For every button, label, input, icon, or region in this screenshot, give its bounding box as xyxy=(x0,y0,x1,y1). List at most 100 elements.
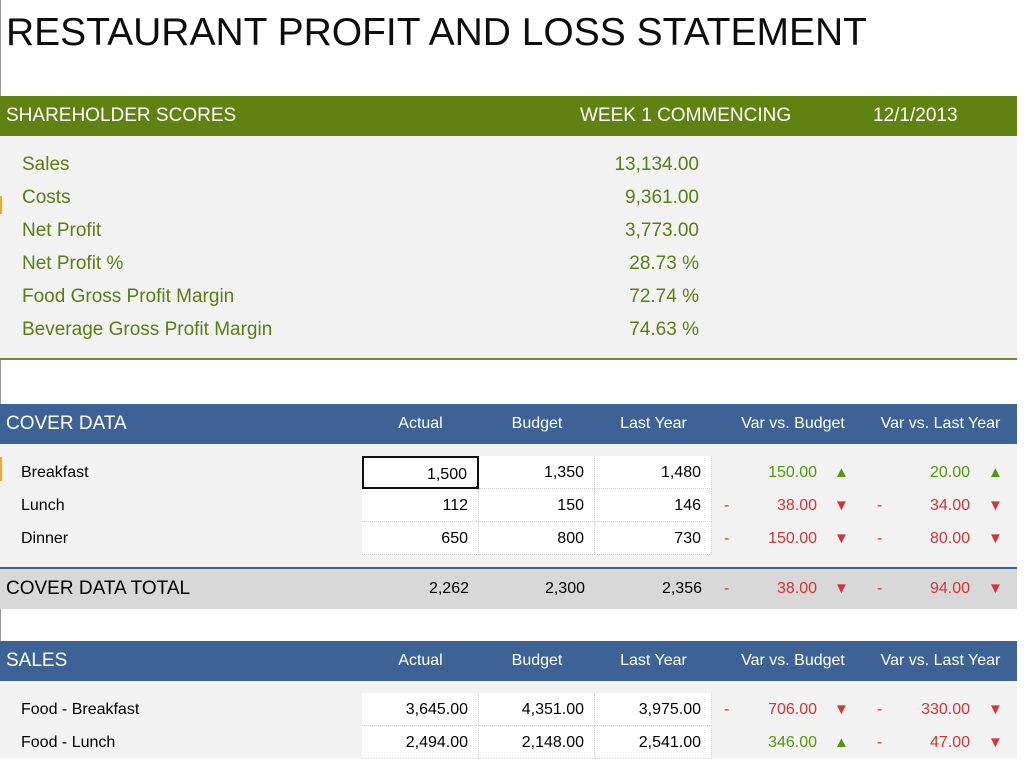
col-header-var-last-year: Var vs. Last Year xyxy=(880,652,1001,669)
negative-sign: - xyxy=(724,530,730,547)
week-date[interactable]: 12/1/2013 xyxy=(873,105,958,126)
score-row: Net Profit % 28.73 % xyxy=(0,247,1017,280)
fill-handle[interactable] xyxy=(476,486,481,491)
actual-cell[interactable]: 650 xyxy=(362,522,479,555)
score-row: Beverage Gross Profit Margin 74.63 % xyxy=(0,313,1017,346)
actual-cell[interactable]: 112 xyxy=(362,489,479,522)
cover-data-body: Breakfast 1,500 1,350 1,480 150.00 ▲ 20.… xyxy=(0,444,1017,567)
last-year-cell[interactable]: 1,480 xyxy=(595,456,712,489)
budget-cell[interactable]: 800 xyxy=(479,522,595,555)
row-marker xyxy=(0,457,2,481)
negative-sign: - xyxy=(877,497,883,514)
actual-cell[interactable]: 2,494.00 xyxy=(362,726,479,759)
score-label: Beverage Gross Profit Margin xyxy=(22,319,273,340)
score-label: Costs xyxy=(22,187,71,208)
budget-cell[interactable]: 150 xyxy=(479,489,595,522)
negative-sign: - xyxy=(877,530,883,547)
page-title: RESTAURANT PROFIT AND LOSS STATEMENT xyxy=(6,11,868,54)
col-header-actual: Actual xyxy=(398,415,443,432)
table-row: Food - Breakfast 3,645.00 4,351.00 3,975… xyxy=(0,693,1017,726)
sheet-left-border xyxy=(0,0,1,758)
last-year-cell[interactable]: 730 xyxy=(595,522,712,555)
total-last-year: 2,356 xyxy=(661,580,702,597)
var-budget-value: 346.00 xyxy=(768,734,817,751)
negative-sign: - xyxy=(724,497,730,514)
budget-cell[interactable]: 2,148.00 xyxy=(479,726,595,759)
col-header-budget: Budget xyxy=(511,415,563,432)
score-label: Food Gross Profit Margin xyxy=(22,286,235,307)
score-value[interactable]: 28.73 % xyxy=(629,253,699,274)
row-label: Breakfast xyxy=(21,464,89,481)
up-arrow-icon: ▲ xyxy=(834,464,849,481)
score-value[interactable]: 72.74 % xyxy=(629,286,699,307)
score-label: Net Profit xyxy=(22,220,102,241)
last-year-cell[interactable]: 146 xyxy=(595,489,712,522)
shareholder-header: SHAREHOLDER SCORES WEEK 1 COMMENCING 12/… xyxy=(0,96,1017,136)
cell-comment-marker xyxy=(0,196,2,214)
score-value[interactable]: 13,134.00 xyxy=(614,154,699,175)
week-commencing-label: WEEK 1 COMMENCING xyxy=(580,105,792,126)
var-budget-value: 706.00 xyxy=(768,701,817,718)
cover-data-total-row: COVER DATA TOTAL 2,262 2,300 2,356 - 38.… xyxy=(0,567,1017,609)
col-header-actual: Actual xyxy=(398,652,443,669)
var-last-year-value: 34.00 xyxy=(929,497,970,514)
down-arrow-icon: ▼ xyxy=(834,580,849,597)
down-arrow-icon: ▼ xyxy=(834,530,849,547)
actual-cell[interactable]: 1,500 xyxy=(362,456,479,489)
var-last-year-value: 47.00 xyxy=(929,734,970,751)
table-row: Breakfast 1,500 1,350 1,480 150.00 ▲ 20.… xyxy=(0,456,1017,491)
actual-cell[interactable]: 3,645.00 xyxy=(362,693,479,726)
down-arrow-icon: ▼ xyxy=(834,701,849,718)
sales-header: SALES Actual Budget Last Year Var vs. Bu… xyxy=(0,641,1017,681)
col-header-var-last-year: Var vs. Last Year xyxy=(880,415,1001,432)
table-row: Dinner 650 800 730 - 150.00 ▼ - 80.00 ▼ xyxy=(0,522,1017,555)
total-actual: 2,262 xyxy=(428,580,469,597)
score-row: Food Gross Profit Margin 72.74 % xyxy=(0,280,1017,313)
budget-cell[interactable]: 1,350 xyxy=(479,456,595,489)
score-row: Sales 13,134.00 xyxy=(0,148,1017,181)
score-value[interactable]: 3,773.00 xyxy=(625,220,699,241)
negative-sign: - xyxy=(877,580,883,597)
table-row: Lunch 112 150 146 - 38.00 ▼ - 34.00 ▼ xyxy=(0,489,1017,522)
sales-body: Food - Breakfast 3,645.00 4,351.00 3,975… xyxy=(0,681,1017,759)
score-label: Sales xyxy=(22,154,70,175)
var-budget-value: 38.00 xyxy=(776,497,817,514)
sales-section-title: SALES xyxy=(6,650,68,671)
budget-cell[interactable]: 4,351.00 xyxy=(479,693,595,726)
cover-data-header: COVER DATA Actual Budget Last Year Var v… xyxy=(0,404,1017,444)
up-arrow-icon: ▲ xyxy=(834,734,849,751)
var-last-year-value: 330.00 xyxy=(921,701,970,718)
score-label: Net Profit % xyxy=(22,253,124,274)
negative-sign: - xyxy=(877,734,883,751)
table-row: Food - Lunch 2,494.00 2,148.00 2,541.00 … xyxy=(0,726,1017,759)
row-label: Dinner xyxy=(21,530,69,547)
last-year-cell[interactable]: 3,975.00 xyxy=(595,693,712,726)
shareholder-scores-panel: Sales 13,134.00 Costs 9,361.00 Net Profi… xyxy=(0,136,1017,360)
total-var-last-year: 94.00 xyxy=(929,580,970,597)
col-header-budget: Budget xyxy=(511,652,563,669)
col-header-last-year: Last Year xyxy=(620,652,687,669)
total-var-budget: 38.00 xyxy=(776,580,817,597)
down-arrow-icon: ▼ xyxy=(834,497,849,514)
row-label: Food - Breakfast xyxy=(21,701,140,718)
col-header-last-year: Last Year xyxy=(620,415,687,432)
negative-sign: - xyxy=(724,701,730,718)
negative-sign: - xyxy=(877,701,883,718)
last-year-cell[interactable]: 2,541.00 xyxy=(595,726,712,759)
col-header-var-budget: Var vs. Budget xyxy=(741,652,845,669)
down-arrow-icon: ▼ xyxy=(988,497,1003,514)
score-value[interactable]: 74.63 % xyxy=(629,319,699,340)
cover-section-title: COVER DATA xyxy=(6,413,127,434)
score-value[interactable]: 9,361.00 xyxy=(625,187,699,208)
row-label: Food - Lunch xyxy=(21,734,116,751)
var-last-year-value: 80.00 xyxy=(929,530,970,547)
score-row: Costs 9,361.00 xyxy=(0,181,1017,214)
row-label: Lunch xyxy=(21,497,65,514)
up-arrow-icon: ▲ xyxy=(988,464,1003,481)
var-budget-value: 150.00 xyxy=(768,464,817,481)
var-budget-value: 150.00 xyxy=(768,530,817,547)
shareholder-section-title: SHAREHOLDER SCORES xyxy=(6,105,237,126)
down-arrow-icon: ▼ xyxy=(988,734,1003,751)
col-header-var-budget: Var vs. Budget xyxy=(741,415,845,432)
total-label: COVER DATA TOTAL xyxy=(6,578,191,599)
